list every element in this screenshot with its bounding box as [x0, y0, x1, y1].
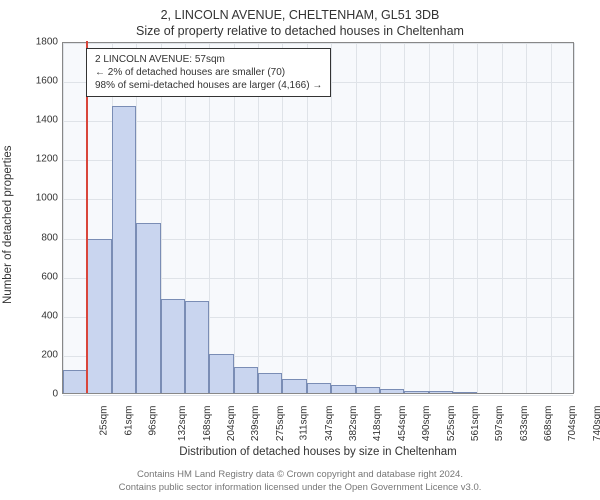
x-tick-label: 347sqm — [324, 406, 335, 442]
gridline-v — [551, 43, 552, 393]
histogram-bar — [185, 301, 209, 393]
x-tick-label: 61sqm — [123, 406, 134, 436]
y-tick-label: 1200 — [20, 154, 58, 165]
chart-title: Size of property relative to detached ho… — [0, 22, 600, 38]
legend-line: 2 LINCOLN AVENUE: 57sqm — [95, 53, 322, 66]
gridline-v — [526, 43, 527, 393]
histogram-bar — [453, 392, 477, 393]
footer-attribution: Contains HM Land Registry data © Crown c… — [0, 469, 600, 494]
y-tick-label: 0 — [20, 389, 58, 400]
y-tick-label: 800 — [20, 232, 58, 243]
x-tick-label: 597sqm — [494, 406, 505, 442]
gridline-v — [356, 43, 357, 393]
histogram-bar — [380, 389, 404, 393]
gridline-h — [63, 160, 573, 161]
histogram-bar — [356, 387, 380, 393]
gridline-v — [429, 43, 430, 393]
gridline-h — [63, 43, 573, 44]
gridline-v — [502, 43, 503, 393]
x-tick-label: 454sqm — [397, 406, 408, 442]
x-tick-label: 382sqm — [348, 406, 359, 442]
legend-box: 2 LINCOLN AVENUE: 57sqm ← 2% of detached… — [86, 48, 331, 97]
histogram-bar — [331, 385, 355, 393]
histogram-bar — [404, 391, 428, 393]
histogram-bar — [112, 106, 136, 393]
footer-line: Contains HM Land Registry data © Crown c… — [0, 469, 600, 481]
x-tick-label: 204sqm — [226, 406, 237, 442]
x-tick-label: 633sqm — [519, 406, 530, 442]
gridline-v — [63, 43, 64, 393]
x-tick-label: 96sqm — [147, 406, 158, 436]
y-tick-label: 1400 — [20, 115, 58, 126]
x-tick-label: 740sqm — [592, 406, 600, 442]
footer-line: Contains public sector information licen… — [0, 482, 600, 494]
x-tick-label: 239sqm — [251, 406, 262, 442]
x-axis-label: Distribution of detached houses by size … — [62, 446, 574, 458]
histogram-bar — [209, 354, 233, 393]
histogram-bar — [161, 299, 185, 393]
x-tick-label: 561sqm — [470, 406, 481, 442]
y-tick-label: 1600 — [20, 76, 58, 87]
histogram-bar — [136, 223, 160, 393]
gridline-v — [574, 43, 575, 393]
legend-line: ← 2% of detached houses are smaller (70) — [95, 66, 322, 79]
x-tick-label: 704sqm — [568, 406, 579, 442]
x-tick-label: 668sqm — [543, 406, 554, 442]
x-tick-label: 275sqm — [275, 406, 286, 442]
histogram-bar — [87, 239, 111, 393]
gridline-v — [477, 43, 478, 393]
chart-supertitle: 2, LINCOLN AVENUE, CHELTENHAM, GL51 3DB — [0, 0, 600, 22]
x-tick-label: 168sqm — [202, 406, 213, 442]
x-tick-label: 490sqm — [421, 406, 432, 442]
gridline-v — [380, 43, 381, 393]
legend-line: 98% of semi-detached houses are larger (… — [95, 79, 322, 92]
x-tick-label: 132sqm — [177, 406, 188, 442]
histogram-bar — [63, 370, 87, 393]
histogram-bar — [234, 367, 258, 393]
gridline-v — [404, 43, 405, 393]
x-tick-label: 25sqm — [99, 406, 110, 436]
histogram-bar — [258, 373, 282, 393]
y-tick-label: 400 — [20, 310, 58, 321]
histogram-bar — [282, 379, 306, 393]
histogram-bar — [429, 391, 453, 393]
y-tick-label: 1800 — [20, 37, 58, 48]
y-tick-label: 1000 — [20, 193, 58, 204]
x-tick-label: 525sqm — [446, 406, 457, 442]
gridline-h — [63, 199, 573, 200]
x-tick-label: 311sqm — [299, 406, 310, 441]
y-tick-label: 600 — [20, 271, 58, 282]
y-tick-label: 200 — [20, 349, 58, 360]
gridline-h — [63, 395, 573, 396]
gridline-h — [63, 121, 573, 122]
x-tick-label: 418sqm — [372, 406, 383, 442]
histogram-bar — [307, 383, 331, 393]
gridline-v — [453, 43, 454, 393]
